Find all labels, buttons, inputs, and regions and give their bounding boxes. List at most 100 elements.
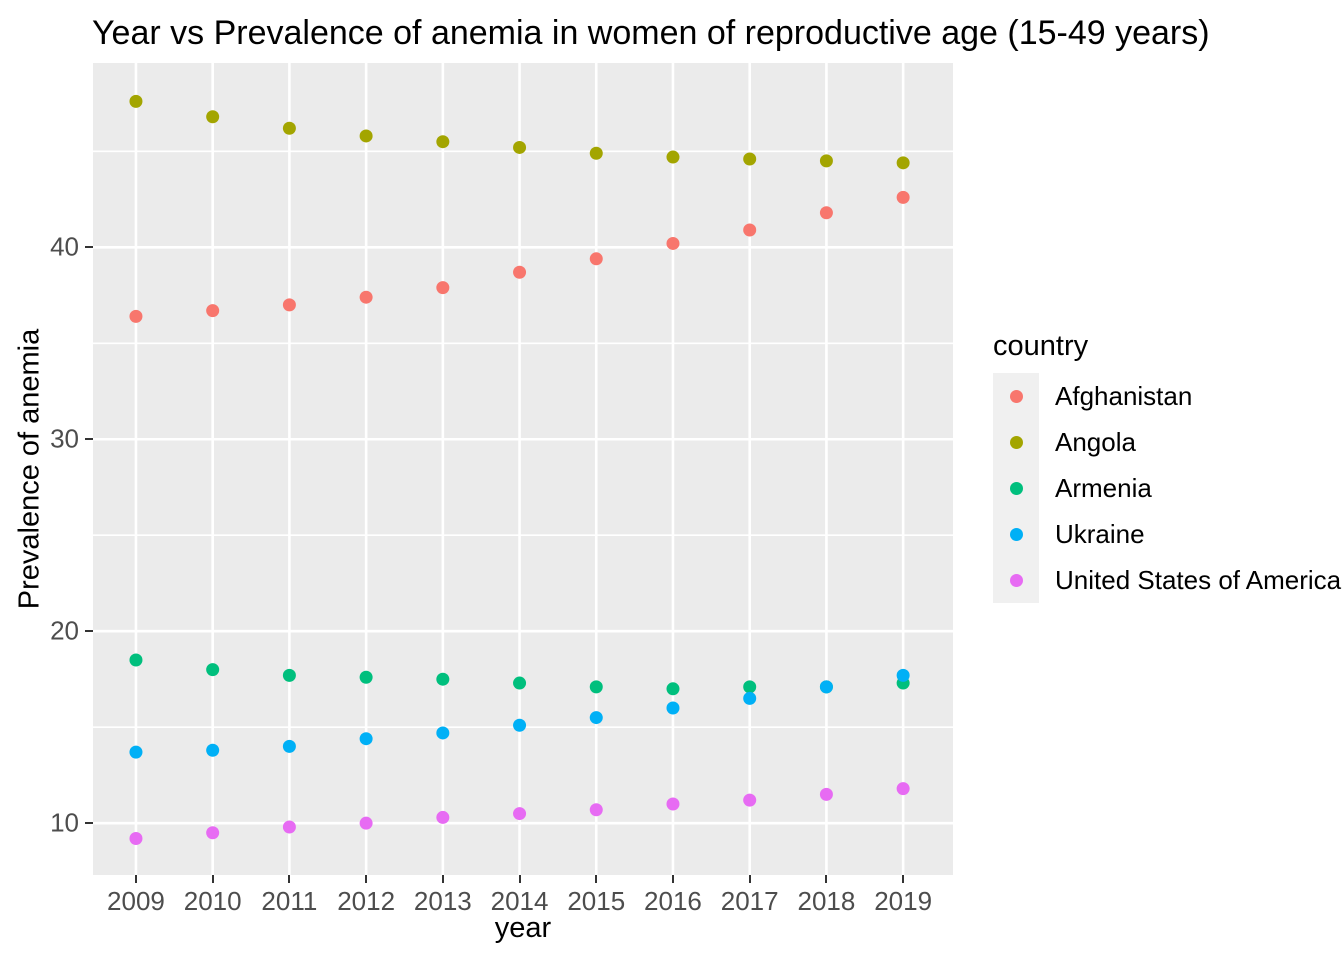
x-tick-mark <box>441 875 444 883</box>
data-point <box>359 129 373 143</box>
y-tick-label: 10 <box>50 807 79 838</box>
data-point <box>129 745 143 759</box>
data-point <box>282 739 296 753</box>
x-tick-label: 2018 <box>797 886 856 916</box>
data-point <box>896 156 910 170</box>
x-tick-label: 2016 <box>644 886 702 916</box>
data-point <box>896 782 910 796</box>
data-point <box>129 94 143 108</box>
y-tick-label: 30 <box>50 423 79 454</box>
x-tick-mark <box>902 875 905 883</box>
legend-entry: Angola <box>993 419 1341 465</box>
x-tick-mark <box>134 875 137 883</box>
data-point <box>359 290 373 304</box>
plot-panel <box>93 63 953 875</box>
data-point <box>436 672 450 686</box>
x-tick-label: 2014 <box>490 886 549 916</box>
data-point <box>206 826 220 840</box>
data-point <box>436 810 450 824</box>
data-point <box>589 803 603 817</box>
x-tick-label: 2012 <box>337 886 396 916</box>
data-point <box>819 206 833 220</box>
x-tick-mark <box>288 875 291 883</box>
data-point <box>436 135 450 149</box>
data-point <box>282 668 296 682</box>
data-point <box>282 820 296 834</box>
x-tick-mark <box>825 875 828 883</box>
data-point <box>513 265 527 279</box>
legend-entry: Armenia <box>993 465 1341 511</box>
legend-label: Armenia <box>1055 472 1152 503</box>
x-tick-label: 2013 <box>413 886 472 916</box>
data-point <box>206 663 220 677</box>
data-point <box>589 146 603 160</box>
legend-entry: Afghanistan <box>993 373 1341 419</box>
legend-point-icon <box>1009 389 1023 403</box>
data-point <box>282 121 296 135</box>
data-point <box>666 236 680 250</box>
x-tick-label: 2017 <box>720 886 779 916</box>
legend-key <box>993 557 1039 603</box>
data-point <box>743 223 757 237</box>
legend-point-icon <box>1009 527 1023 541</box>
data-point <box>206 304 220 318</box>
legend: country Afghanistan Angola Armenia Ukraine U… <box>993 330 1341 603</box>
legend-point-icon <box>1009 481 1023 495</box>
legend-key <box>993 511 1039 557</box>
y-tick-mark <box>85 822 93 825</box>
legend-label: Angola <box>1055 426 1136 457</box>
data-point <box>513 140 527 154</box>
data-point <box>359 670 373 684</box>
data-point <box>589 252 603 266</box>
data-point <box>129 653 143 667</box>
data-point <box>666 682 680 696</box>
data-point <box>129 832 143 846</box>
legend-point-icon <box>1009 573 1023 587</box>
data-point <box>666 701 680 715</box>
data-point <box>282 298 296 312</box>
x-tick-mark <box>671 875 674 883</box>
legend-entry: United States of America <box>993 557 1341 603</box>
x-axis-title: year <box>494 912 552 944</box>
y-tick-mark <box>85 630 93 633</box>
x-tick-label: 2019 <box>874 886 933 916</box>
legend-label: United States of America <box>1055 564 1342 595</box>
data-point <box>589 711 603 725</box>
legend-title: country <box>993 330 1089 362</box>
data-point <box>666 150 680 164</box>
legend-point-icon <box>1009 435 1023 449</box>
legend-key <box>993 465 1039 511</box>
legend-key <box>993 419 1039 465</box>
data-point <box>206 110 220 124</box>
data-point <box>436 281 450 295</box>
x-tick-mark <box>595 875 598 883</box>
data-point <box>743 152 757 166</box>
y-tick-mark <box>85 246 93 249</box>
x-tick-mark <box>365 875 368 883</box>
data-point <box>896 668 910 682</box>
x-tick-label: 2010 <box>183 886 242 916</box>
data-point <box>819 787 833 801</box>
data-point <box>896 190 910 204</box>
data-point <box>359 732 373 746</box>
legend-entries: Afghanistan Angola Armenia Ukraine United St… <box>993 373 1341 603</box>
data-point <box>743 793 757 807</box>
x-tick-label: 2009 <box>107 886 165 916</box>
data-point <box>589 680 603 694</box>
x-tick-label: 2015 <box>567 886 626 916</box>
data-point <box>819 680 833 694</box>
plot-title: Year vs Prevalence of anemia in women of… <box>92 14 1210 52</box>
x-tick-mark <box>518 875 521 883</box>
y-tick-label: 40 <box>50 231 79 262</box>
y-tick-mark <box>85 438 93 441</box>
data-point <box>129 309 143 323</box>
x-tick-mark <box>748 875 751 883</box>
data-point <box>819 154 833 168</box>
legend-label: Afghanistan <box>1055 380 1193 411</box>
x-tick-mark <box>211 875 214 883</box>
data-point <box>666 797 680 811</box>
legend-entry: Ukraine <box>993 511 1341 557</box>
scatter-plot-svg <box>93 63 953 875</box>
legend-label: Ukraine <box>1055 518 1145 549</box>
